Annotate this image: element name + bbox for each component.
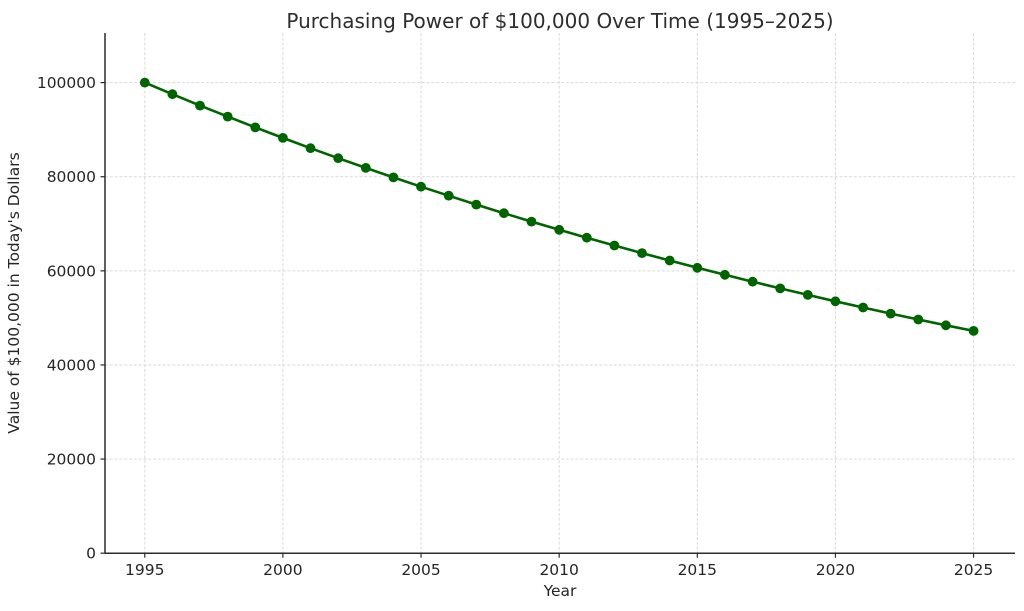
grid-layer: [105, 33, 1015, 554]
data-point: [388, 172, 399, 183]
data-point: [471, 199, 482, 210]
y-tick-label: 0: [86, 545, 96, 563]
data-point: [968, 326, 979, 336]
y-tick-label: 60000: [47, 262, 96, 280]
data-point: [637, 248, 647, 258]
chart-title: Purchasing Power of $100,000 Over Time (…: [286, 9, 833, 33]
x-tick-label: 2020: [816, 561, 855, 579]
axis-layer: 1995 2000 2005 2010 2015 2020 2025 0 20000 40000 6…: [37, 33, 1015, 579]
data-point: [775, 283, 786, 294]
data-point: [913, 314, 924, 325]
data-point: [858, 302, 868, 313]
series-purchasing-power: [139, 77, 979, 336]
data-point: [664, 255, 675, 266]
data-point: [250, 122, 261, 133]
x-tick-label: 1995: [125, 561, 164, 579]
data-point: [416, 181, 426, 192]
data-point: [195, 100, 205, 111]
data-point: [499, 208, 509, 219]
x-tick-label: 2010: [539, 561, 578, 579]
y-tick-label: 40000: [47, 356, 96, 374]
data-point: [278, 133, 288, 143]
data-point: [526, 216, 537, 227]
data-point: [802, 290, 813, 300]
x-tick-label: 2025: [954, 561, 993, 579]
data-point: [692, 262, 703, 273]
data-point: [554, 224, 565, 235]
y-tick-label: 80000: [47, 168, 96, 186]
data-point: [830, 296, 841, 307]
data-point: [581, 232, 592, 243]
data-point: [305, 143, 316, 154]
data-point: [360, 163, 371, 173]
y-tick-label: 100000: [37, 74, 96, 92]
data-point: [333, 153, 344, 164]
x-tick-label: 2005: [401, 561, 440, 579]
data-point: [720, 269, 730, 280]
data-point: [222, 111, 233, 122]
data-point: [747, 276, 758, 287]
y-axis-label: Value of $100,000 in Today's Dollars: [5, 152, 23, 433]
data-point: [885, 308, 896, 319]
data-point: [167, 89, 178, 100]
x-tick-label: 2015: [678, 561, 717, 579]
data-point: [139, 77, 150, 88]
data-point: [941, 320, 951, 331]
x-tick-label: 2000: [263, 561, 302, 579]
data-point: [609, 240, 620, 251]
data-point: [443, 190, 454, 201]
x-axis-label: Year: [543, 582, 577, 600]
y-tick-label: 20000: [47, 451, 96, 469]
